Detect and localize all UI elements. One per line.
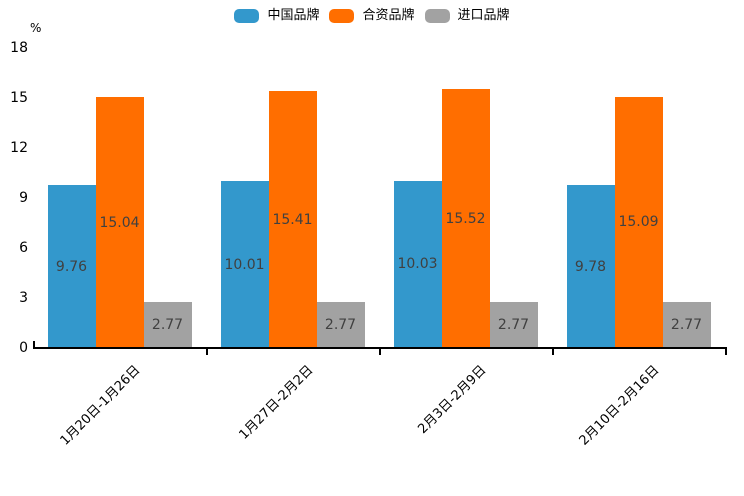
y-tick-label: 18: [10, 40, 28, 56]
legend-swatch-icon: [329, 9, 355, 23]
bar-value-label: 10.03: [397, 256, 438, 273]
y-tick-label: 0: [19, 340, 28, 356]
bar: 10.03: [393, 180, 442, 348]
bar-value-label: 2.77: [324, 316, 357, 333]
bar-value-label: 10.01: [224, 256, 265, 273]
bar-value-label: 2.77: [670, 316, 703, 333]
x-category-label: 1月27日-2月2日: [235, 362, 316, 443]
chart-legend: 中国品牌 合资品牌 进口品牌: [0, 9, 744, 23]
legend-swatch-icon: [234, 9, 260, 23]
bar: 15.04: [95, 97, 144, 348]
y-tick-label: 9: [19, 190, 28, 206]
bar: 15.52: [441, 89, 490, 348]
x-category-label: 1月20日-1月26日: [57, 362, 143, 449]
bar: 9.78: [566, 185, 615, 348]
bar-value-label: 2.77: [497, 316, 530, 333]
legend-swatch-icon: [424, 9, 450, 23]
bar: 15.09: [614, 96, 663, 348]
x-axis-tick: [552, 349, 554, 355]
bar-value-label: 15.09: [618, 214, 659, 231]
bar: 2.77: [143, 301, 192, 348]
bar: 15.41: [268, 91, 317, 348]
x-axis-tick: [379, 349, 381, 355]
x-axis-tick: [206, 349, 208, 355]
legend-label: 进口品牌: [457, 8, 510, 23]
x-category-label: 2月10日-2月16日: [576, 362, 662, 449]
bar-value-label: 2.77: [151, 316, 184, 333]
bar: 2.77: [662, 301, 711, 348]
y-tick-label: 3: [19, 290, 28, 306]
x-axis-line: [33, 347, 727, 349]
bar: 2.77: [489, 301, 538, 348]
bar-value-label: 15.41: [272, 211, 313, 228]
y-tick-label: 15: [10, 90, 28, 106]
y-tick-label: 12: [10, 140, 28, 156]
legend-item-joint-venture-brands[interactable]: 合资品牌: [329, 8, 415, 23]
bar: 10.01: [220, 181, 269, 348]
x-category-label: 2月3日-2月9日: [414, 362, 489, 437]
x-axis-tick: [33, 341, 35, 347]
bar-value-label: 15.52: [445, 210, 486, 227]
bar-value-label: 9.76: [55, 258, 88, 275]
legend-label: 合资品牌: [362, 8, 415, 23]
bar-value-label: 15.04: [99, 214, 140, 231]
bar: 2.77: [316, 301, 365, 348]
legend-item-imported-brands[interactable]: 进口品牌: [424, 8, 510, 23]
bar-value-label: 9.78: [574, 258, 607, 275]
bar: 9.76: [47, 185, 96, 348]
y-tick-label: 6: [19, 240, 28, 256]
y-axis-unit-label: %: [30, 21, 42, 35]
x-axis-tick: [725, 349, 727, 355]
legend-label: 中国品牌: [267, 8, 320, 23]
legend-item-china-brands[interactable]: 中国品牌: [234, 9, 319, 23]
